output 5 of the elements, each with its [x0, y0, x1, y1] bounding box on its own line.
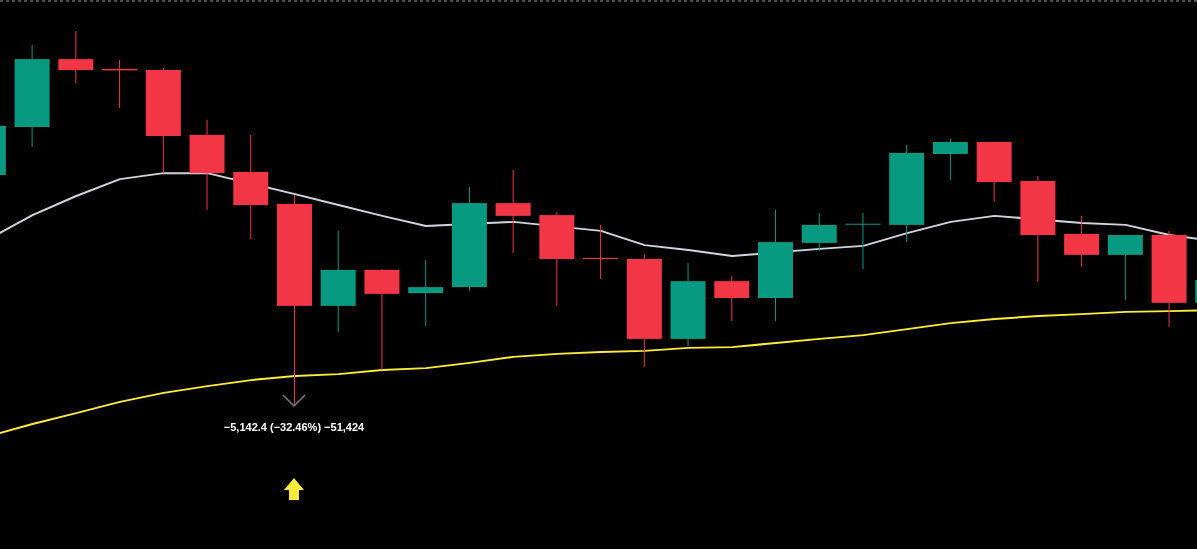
candlestick: [583, 224, 619, 280]
candlestick: [845, 212, 881, 270]
text: −5,142.4 (−32.46%) −51,424: [223, 421, 365, 433]
candlestick: [495, 169, 531, 254]
candlestick: [408, 259, 444, 327]
